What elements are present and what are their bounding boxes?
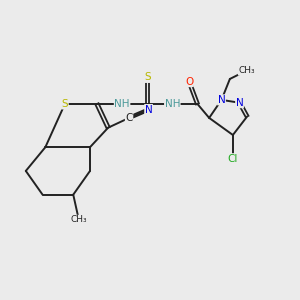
Text: N: N [236, 98, 243, 108]
Text: S: S [61, 99, 68, 109]
Text: C: C [125, 113, 133, 123]
Text: NH: NH [165, 99, 180, 109]
Text: S: S [144, 72, 151, 82]
Text: NH: NH [114, 99, 130, 109]
Text: N: N [145, 104, 152, 115]
Text: Cl: Cl [228, 154, 238, 164]
Text: CH₃: CH₃ [70, 215, 87, 224]
Text: CH₃: CH₃ [238, 66, 255, 75]
Text: N: N [218, 95, 225, 105]
Text: O: O [185, 76, 193, 87]
